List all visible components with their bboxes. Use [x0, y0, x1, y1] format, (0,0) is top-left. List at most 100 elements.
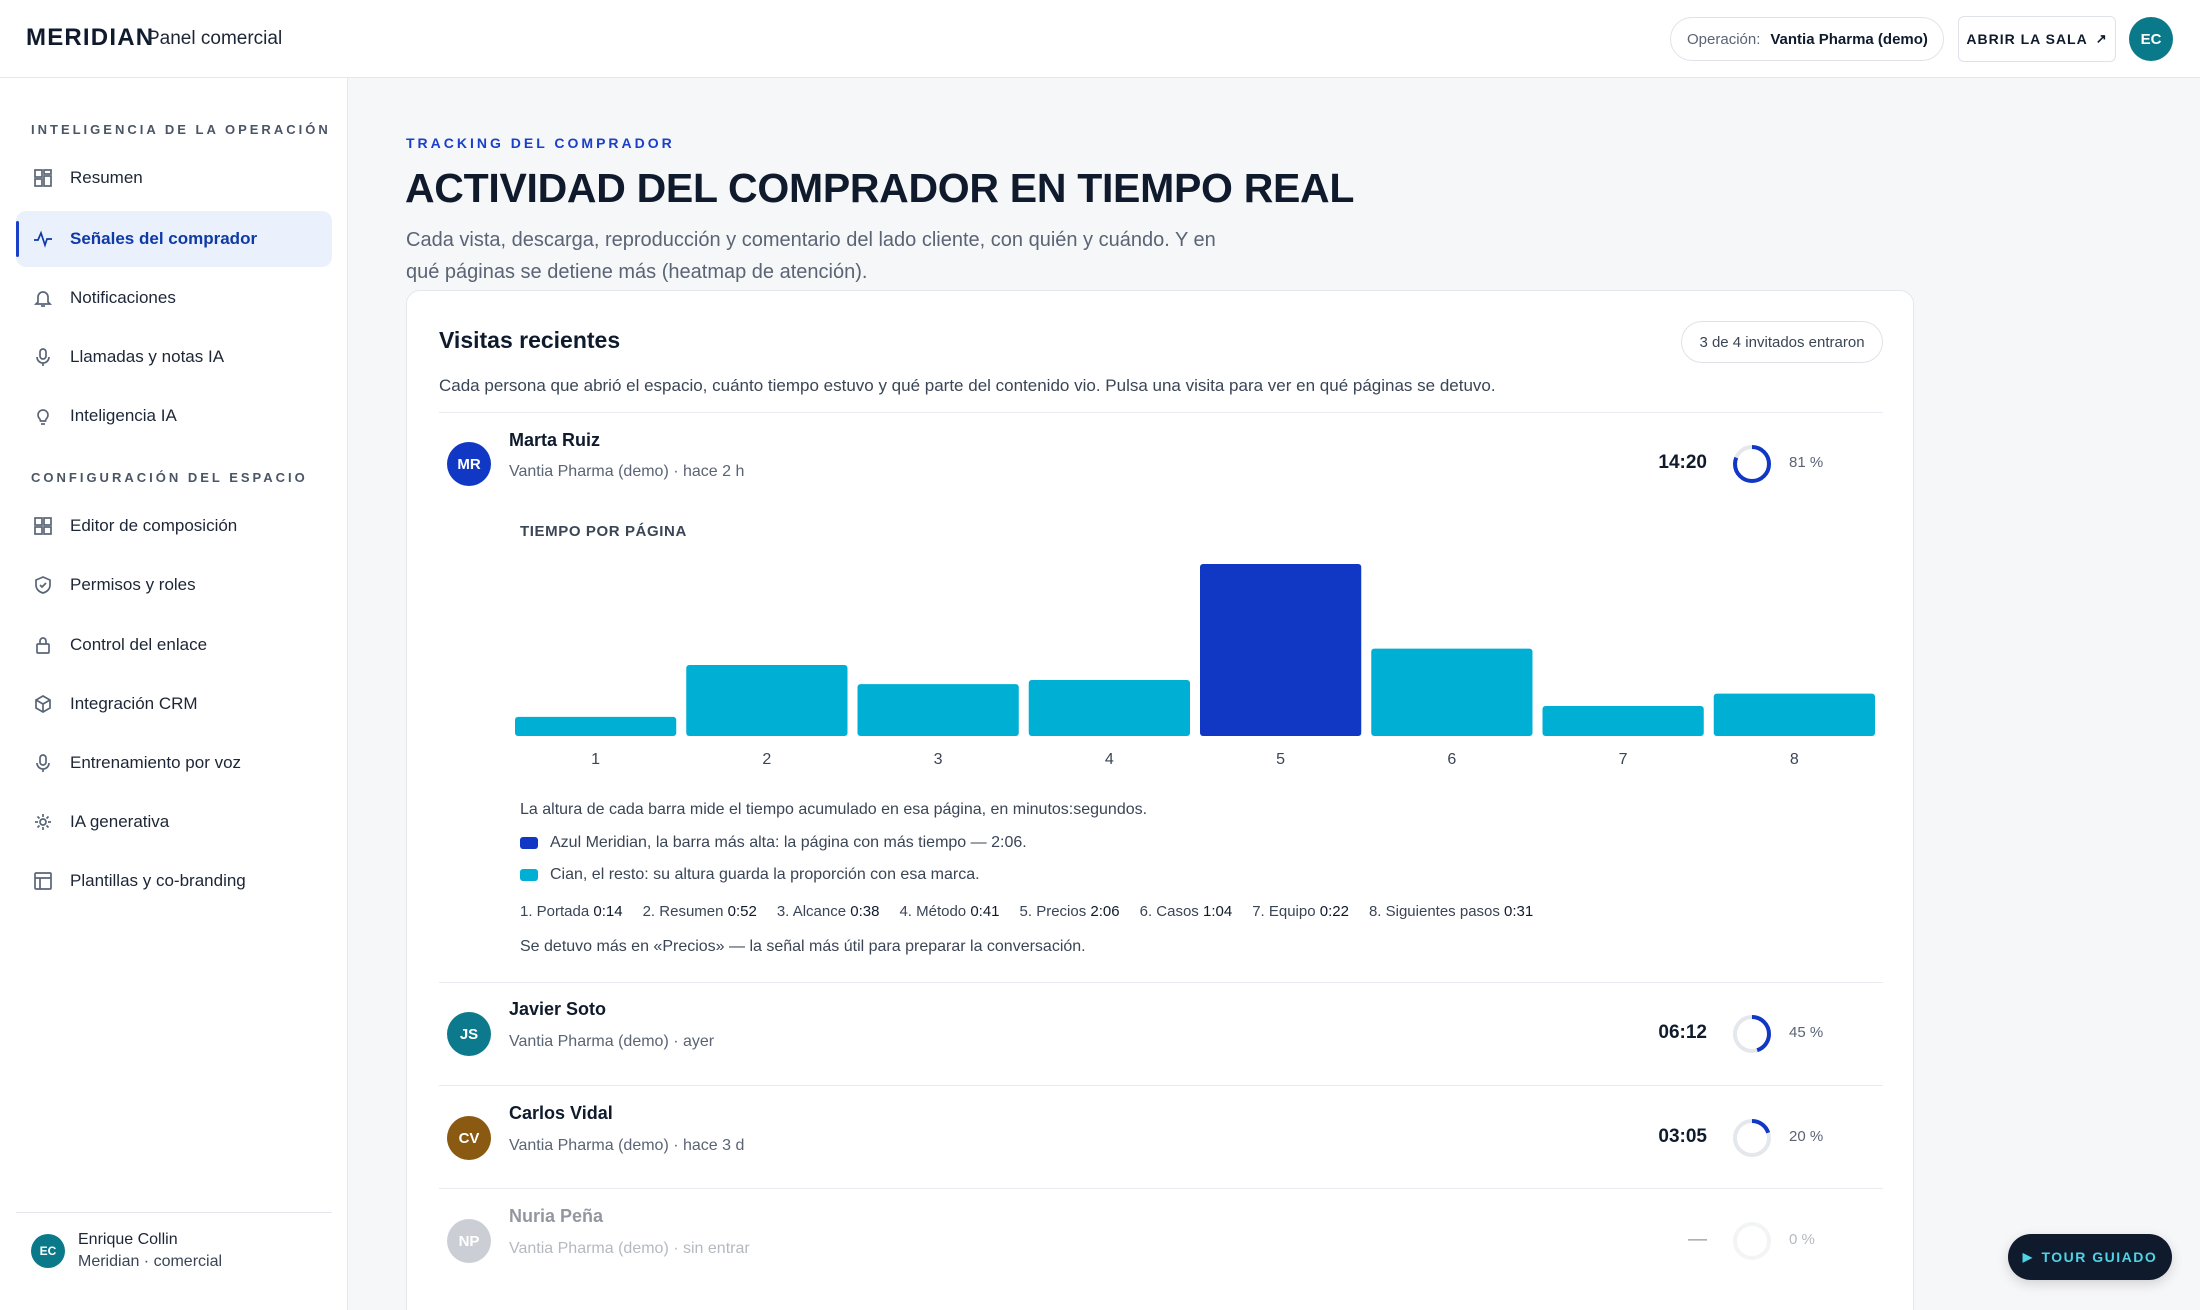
open-room-button[interactable]: ABRIR LA SALA ↗: [1958, 16, 2116, 62]
sidebar-item-label: IA generativa: [70, 812, 170, 831]
sidebar-item-crm[interactable]: Integración CRM: [16, 676, 332, 732]
visit-avatar: JS: [447, 1012, 491, 1056]
sidebar-item-label: Permisos y roles: [70, 575, 196, 594]
sidebar-footer-divider: [16, 1212, 332, 1213]
sidebar-item-label: Resumen: [70, 168, 143, 187]
visit-row-carlos[interactable]: CV Carlos Vidal Vantia Pharma (demo) · h…: [439, 1085, 1883, 1188]
page-time-breakdown: 1. Portada 0:14 2. Resumen 0:52 3. Alcance…: [520, 903, 1553, 920]
breakdown-label: 3. Alcance: [776, 903, 851, 920]
operation-selector[interactable]: Operación: Vantia Pharma (demo): [1670, 17, 1944, 61]
lightbulb-icon: [32, 405, 54, 427]
breakdown-value: 2:06: [1090, 903, 1120, 920]
operation-value: Vantia Pharma (demo): [1770, 30, 1928, 48]
sidebar-item-ia-generativa[interactable]: IA generativa: [16, 794, 332, 850]
sidebar-item-label: Plantillas y co-branding: [70, 871, 246, 890]
guided-tour-button[interactable]: ▶ TOUR GUIADO: [2008, 1234, 2172, 1280]
sidebar-item-resumen[interactable]: Resumen: [16, 150, 332, 206]
breakdown-label: 4. Método: [899, 903, 971, 920]
sparkle-icon: [32, 811, 54, 833]
sidebar-item-label: Llamadas y notas IA: [70, 347, 225, 366]
visit-meta: Vantia Pharma (demo) · ayer: [509, 1033, 715, 1050]
visit-row-marta[interactable]: MR Marta Ruiz Vantia Pharma (demo) · hac…: [439, 412, 1883, 982]
visit-progress-ring: [1733, 1015, 1771, 1053]
breakdown-label: 6. Casos: [1139, 903, 1203, 920]
page-title: ACTIVIDAD DEL COMPRADOR EN TIEMPO REAL: [405, 165, 1355, 211]
visit-meta: Vantia Pharma (demo) · hace 2 h: [509, 463, 745, 480]
sidebar-item-label: Notificaciones: [70, 288, 176, 307]
sidebar-item-label: Integración CRM: [70, 694, 198, 713]
sidebar-item-notificaciones[interactable]: Notificaciones: [16, 270, 332, 326]
legend-blue-text: Azul Meridian, la barra más alta: la pág…: [550, 834, 1027, 851]
visit-progress-ring: [1733, 1222, 1771, 1260]
chart-bar[interactable]: [515, 716, 677, 736]
visit-name: Javier Soto: [509, 999, 607, 1019]
chart-tick-label: 7: [1619, 751, 1628, 768]
visit-duration: 14:20: [1658, 452, 1707, 473]
visit-avatar: CV: [447, 1116, 491, 1160]
chart-bar[interactable]: [1200, 564, 1362, 736]
chart-bar[interactable]: [1542, 705, 1704, 736]
bell-icon: [32, 287, 54, 309]
legend-cyan: Cian, el resto: su altura guarda la prop…: [520, 866, 980, 884]
chart-bar[interactable]: [686, 665, 848, 736]
shield-icon: [32, 574, 54, 596]
chart-bar[interactable]: [1371, 648, 1533, 736]
visit-name: Carlos Vidal: [509, 1103, 613, 1123]
breakdown-item: 4. Método 0:41: [899, 903, 999, 920]
arrow-up-right-icon: ↗: [2095, 31, 2108, 46]
sidebar-item-editor[interactable]: Editor de composición: [16, 498, 332, 554]
visit-meta: Vantia Pharma (demo) · hace 3 d: [509, 1137, 745, 1154]
template-icon: [32, 870, 54, 892]
visit-avatar: MR: [447, 442, 491, 486]
chart-explanation: La altura de cada barra mide el tiempo a…: [520, 801, 1148, 818]
visit-name: Marta Ruiz: [509, 430, 601, 450]
visit-duration: 03:05: [1658, 1126, 1707, 1147]
brand-logo[interactable]: MERIDIAN: [26, 24, 155, 51]
chart-tick-label: 1: [591, 751, 600, 768]
visit-percentage: 20 %: [1789, 1128, 1824, 1145]
breakdown-item: 6. Casos 1:04: [1140, 903, 1233, 920]
visit-name: Nuria Peña: [509, 1206, 604, 1226]
divider: [439, 1188, 1883, 1189]
breakdown-value: 1:04: [1202, 903, 1233, 920]
breakdown-value: 0:22: [1319, 903, 1349, 920]
breakdown-item: 5. Precios 2:06: [1020, 903, 1120, 920]
grid-icon: [32, 167, 54, 189]
card-title: Visitas recientes: [439, 327, 621, 353]
sidebar-section-title: CONFIGURACIÓN DEL ESPACIO: [31, 470, 308, 485]
legend-blue: Azul Meridian, la barra más alta: la pág…: [520, 834, 1027, 852]
visit-row-nuria[interactable]: NP Nuria Peña Vantia Pharma (demo) · sin…: [439, 1188, 1883, 1291]
pulse-icon: [32, 228, 54, 250]
legend-cyan-text: Cian, el resto: su altura guarda la prop…: [550, 866, 980, 883]
visit-row-javier[interactable]: JS Javier Soto Vantia Pharma (demo) · ay…: [439, 982, 1883, 1085]
sidebar-item-llamadas[interactable]: Llamadas y notas IA: [16, 329, 332, 385]
cube-icon: [32, 693, 54, 715]
breakdown-label: 2. Resumen: [642, 903, 728, 920]
page-eyebrow: TRACKING DEL COMPRADOR: [406, 135, 675, 151]
chart-tick-label: 6: [1447, 751, 1456, 768]
user-avatar[interactable]: EC: [2129, 17, 2173, 61]
breakdown-item: 1. Portada 0:14: [520, 903, 623, 920]
sidebar-item-plantillas[interactable]: Plantillas y co-branding: [16, 853, 332, 909]
visit-insight: Se detuvo más en «Precios» — la señal má…: [520, 938, 1086, 955]
chart-bar[interactable]: [857, 684, 1019, 736]
visit-progress-ring: [1733, 445, 1771, 483]
visit-avatar: NP: [447, 1219, 491, 1263]
chart-bar[interactable]: [1028, 680, 1190, 736]
breakdown-value: 0:38: [850, 903, 880, 920]
play-icon: ▶: [2022, 1250, 2034, 1264]
microphone-icon: [32, 346, 54, 368]
sidebar-item-entrenamiento[interactable]: Entrenamiento por voz: [16, 735, 332, 791]
progress-ring-fill: [1733, 445, 1771, 483]
sidebar-item-permisos[interactable]: Permisos y roles: [16, 557, 332, 613]
sidebar-item-senales[interactable]: Señales del comprador: [16, 211, 332, 267]
chart-tick-label: 8: [1790, 751, 1799, 768]
footer-avatar[interactable]: EC: [31, 1234, 65, 1268]
chart-bar[interactable]: [1713, 693, 1875, 736]
brand-subtitle: Panel comercial: [147, 28, 283, 49]
recent-visits-card: Visitas recientes 3 de 4 invitados entra…: [406, 290, 1914, 1310]
sidebar-item-inteligencia[interactable]: Inteligencia IA: [16, 388, 332, 444]
chart-tick-label: 2: [762, 751, 771, 768]
sidebar-item-control-enlace[interactable]: Control del enlace: [16, 617, 332, 673]
breakdown-value: 0:52: [727, 903, 757, 920]
